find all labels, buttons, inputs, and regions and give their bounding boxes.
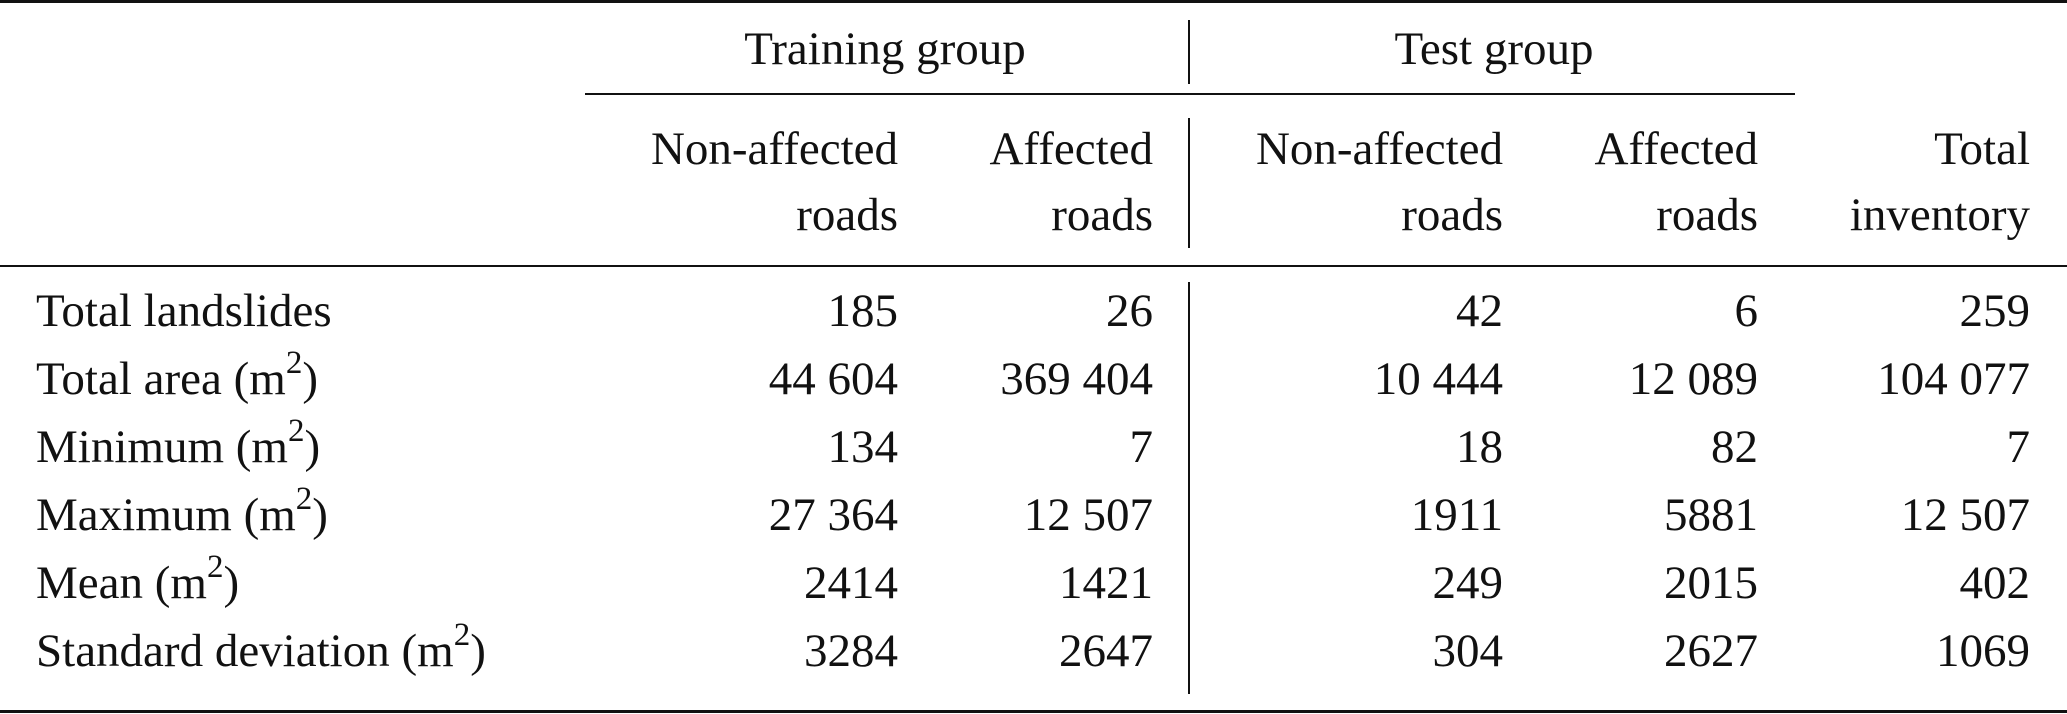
cell-train-non-affected: 185 [827,285,899,337]
cell-test-affected: 2627 [1664,625,1758,677]
col-header-train-affected: Affected roads [920,116,1153,248]
col-header-line: roads [1656,189,1758,241]
col-header-line: Total [1934,123,2030,175]
cell-train-affected: 26 [1106,285,1153,337]
row-label-text: Maximum (m [36,489,296,541]
body-divider [1188,282,1190,694]
unit-close: ) [302,353,319,405]
cell-train-non-affected: 134 [827,421,899,473]
group-header-test: Test group [1394,23,1594,75]
cell-total-inventory: 12 507 [1900,489,2030,541]
cell-test-non-affected: 18 [1456,421,1503,473]
col-header-total-inventory: Total inventory [1790,116,2030,248]
cell-test-affected: 5881 [1664,489,1758,541]
col-header-test-non-affected: Non-affected roads [1205,116,1503,248]
cell-train-non-affected: 44 604 [768,353,898,405]
unit-exponent: 2 [206,549,224,586]
cell-total-inventory: 259 [1959,285,2031,337]
col-header-line: inventory [1849,189,2030,241]
cell-test-affected: 12 089 [1628,353,1758,405]
unit-exponent: 2 [287,413,305,450]
unit-close: ) [470,625,486,677]
col-header-line: roads [1401,189,1503,241]
col-header-line: Non-affected [1255,123,1503,175]
unit-exponent: 2 [285,345,303,382]
col-header-line: Affected [989,123,1153,175]
table-top-rule [0,0,2067,3]
col-header-line: roads [1051,189,1153,241]
cell-train-affected: 369 404 [1000,353,1153,405]
table-bottom-rule [0,710,2067,713]
row-label: Total area (m2) [36,347,596,411]
row-label: Minimum (m2) [36,415,596,479]
col-header-line: Non-affected [650,123,898,175]
col-header-train-non-affected: Non-affected roads [600,116,898,248]
cell-total-inventory: 402 [1959,557,2031,609]
cell-total-inventory: 1069 [1936,625,2030,677]
cell-test-affected: 2015 [1664,557,1758,609]
row-label-text: Standard deviation (m [36,625,454,677]
cell-train-affected: 7 [1129,421,1154,473]
cell-train-affected: 12 507 [1023,489,1153,541]
cell-train-affected: 2647 [1059,625,1153,677]
cell-total-inventory: 104 077 [1877,353,2030,405]
cell-train-non-affected: 27 364 [768,489,898,541]
col-header-test-affected: Affected roads [1525,116,1758,248]
header-bottom-rule [0,265,2067,267]
group-header-training: Training group [744,23,1026,75]
unit-close: ) [312,489,328,541]
cell-total-inventory: 7 [2006,421,2031,473]
group-header-rule [585,93,1795,95]
col-header-line: roads [796,189,898,241]
unit-exponent: 2 [295,481,313,518]
cell-test-non-affected: 249 [1432,557,1504,609]
row-label: Standard deviation (m2) [36,619,596,683]
row-label: Maximum (m2) [36,483,596,547]
cell-test-non-affected: 304 [1432,625,1504,677]
cell-test-non-affected: 42 [1456,285,1503,337]
unit-exponent: 2 [453,617,471,654]
row-label: Mean (m2) [36,551,596,615]
header-divider [1188,118,1190,248]
cell-train-non-affected: 3284 [804,625,898,677]
group-divider [1188,20,1190,84]
col-header-line: Affected [1594,123,1758,175]
row-label-text: Total area (m [36,353,286,405]
row-label-text: Mean (m [36,557,207,609]
cell-train-affected: 1421 [1059,557,1153,609]
unit-close: ) [223,557,240,609]
cell-test-non-affected: 1911 [1410,489,1503,541]
unit-close: ) [304,421,321,473]
row-label: Total landslides [36,279,596,343]
cell-test-non-affected: 10 444 [1373,353,1503,405]
cell-test-affected: 6 [1734,285,1759,337]
row-label-text: Minimum (m [36,421,288,473]
cell-train-non-affected: 2414 [804,557,898,609]
cell-test-affected: 82 [1711,421,1758,473]
row-label-text: Total landslides [36,285,332,337]
